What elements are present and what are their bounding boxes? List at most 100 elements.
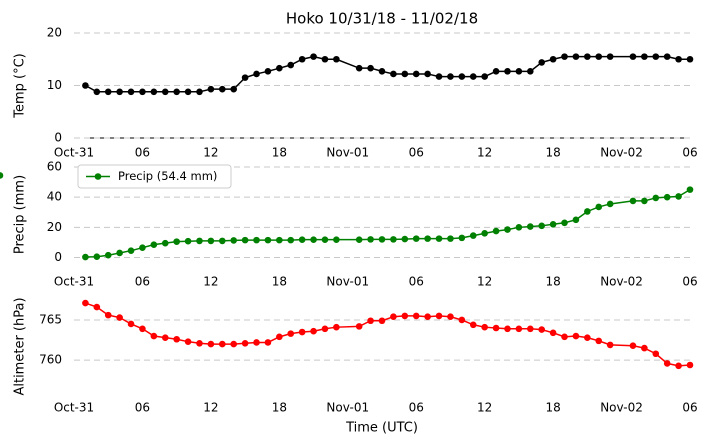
data-point [276, 236, 283, 244]
x-tick-label: 06 [682, 146, 697, 160]
y-tick-label: 760 [39, 353, 62, 367]
data-point [538, 222, 546, 230]
data-point [390, 313, 397, 321]
data-point [492, 227, 500, 235]
data-point [686, 186, 694, 193]
data-point [310, 53, 317, 60]
data-point [663, 53, 671, 60]
data-point [390, 236, 397, 243]
data-point [595, 203, 603, 211]
data-point [504, 226, 511, 233]
data-point [253, 339, 260, 346]
data-point [481, 73, 488, 80]
data-point [526, 325, 534, 333]
data-point [93, 88, 101, 96]
data-point [584, 334, 591, 341]
series-line [85, 302, 691, 367]
data-point [538, 59, 546, 66]
x-tick-label: 12 [203, 146, 218, 160]
data-point [127, 88, 135, 96]
data-point [401, 312, 409, 320]
data-point [572, 332, 580, 340]
data-point [652, 194, 660, 202]
data-point [652, 53, 660, 60]
data-point [458, 316, 466, 324]
data-point [241, 74, 249, 81]
data-point [264, 68, 272, 75]
data-point [276, 64, 283, 72]
data-point [401, 235, 409, 243]
data-point [298, 55, 306, 63]
data-point [675, 55, 682, 63]
data-point [435, 312, 443, 320]
data-point [458, 73, 466, 80]
data-point [241, 339, 249, 347]
x-tick-label: Nov-01 [326, 401, 369, 415]
data-point [116, 314, 123, 321]
x-tick-label: 06 [135, 146, 150, 160]
series-line [85, 55, 690, 93]
data-point [139, 244, 146, 251]
data-point [104, 251, 112, 259]
data-point [184, 338, 192, 345]
x-tick-label: 06 [409, 275, 424, 289]
data-point [401, 70, 409, 78]
data-point [675, 362, 682, 370]
x-tick-label: 12 [203, 275, 218, 289]
data-point [367, 64, 374, 72]
y-tick-label: 60 [47, 160, 62, 174]
data-point [390, 70, 397, 78]
data-point [481, 230, 488, 237]
x-tick-label: 06 [409, 401, 424, 415]
data-point [173, 88, 180, 96]
data-point [549, 55, 557, 63]
data-point [93, 303, 101, 311]
y-axis-label: Temp (°C) [13, 53, 28, 119]
data-point [287, 330, 295, 337]
data-point [104, 88, 112, 96]
data-point [412, 235, 420, 242]
data-point [595, 337, 603, 345]
x-tick-label: 18 [272, 146, 287, 160]
data-point [492, 324, 500, 332]
x-tick-label: 18 [545, 401, 560, 415]
data-point [447, 73, 454, 80]
data-point [572, 53, 580, 60]
data-point [378, 68, 386, 75]
x-tick-label: 18 [545, 146, 560, 160]
data-point [253, 236, 260, 244]
data-point [469, 73, 477, 80]
data-point [298, 236, 306, 243]
data-point [629, 342, 637, 349]
data-point [127, 320, 135, 328]
data-point [333, 323, 340, 331]
data-point [435, 235, 443, 242]
data-point [127, 247, 135, 254]
data-point [161, 334, 169, 341]
data-point [355, 323, 363, 330]
data-point [469, 232, 477, 239]
y-axis-label: Altimeter (hPa) [13, 297, 28, 395]
legend-box [77, 164, 232, 189]
data-point [378, 236, 386, 243]
data-point [218, 340, 226, 348]
x-tick-label: 06 [409, 146, 424, 160]
data-point [549, 329, 557, 337]
data-point [287, 61, 295, 69]
data-point [161, 239, 169, 247]
data-point [663, 360, 671, 367]
data-point [469, 321, 477, 329]
data-point [104, 311, 112, 319]
x-tick-label: 12 [477, 146, 492, 160]
data-point [458, 234, 466, 242]
data-point [276, 333, 283, 341]
data-point [264, 339, 272, 346]
x-tick-label: Nov-01 [326, 146, 369, 160]
data-point [424, 313, 431, 321]
data-point [561, 219, 568, 227]
data-point [435, 73, 443, 80]
data-point [139, 325, 146, 333]
data-point [82, 299, 89, 307]
data-point [629, 53, 637, 60]
data-point [184, 88, 192, 96]
